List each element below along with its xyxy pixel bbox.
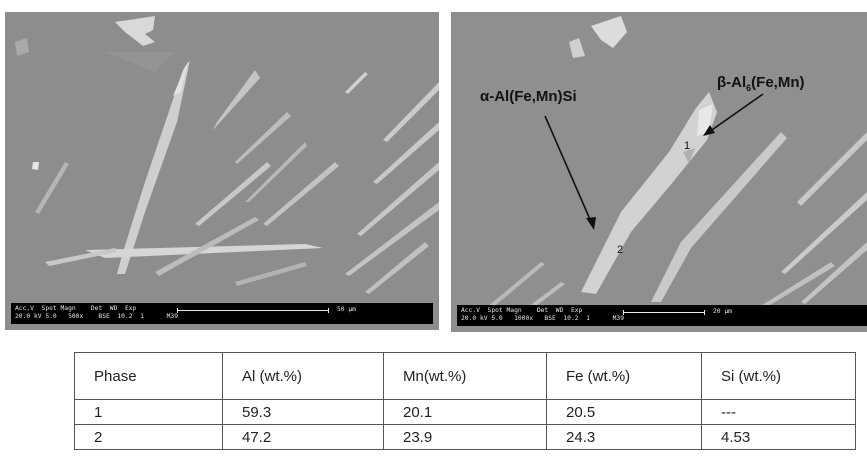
- beta-label-prefix: β-Al: [717, 74, 747, 91]
- micrograph-1000x: α-Al(Fe,Mn)Si β-Al6(Fe,Mn) 1 2 Acc.V Spo…: [451, 12, 867, 332]
- cell-si: 4.53: [701, 424, 856, 450]
- composition-table: Phase Al (wt.%) Mn(wt.%) Fe (wt.%) Si (w…: [74, 352, 856, 450]
- cell-phase: 1: [74, 399, 223, 425]
- micrograph-500x-texture: [5, 12, 439, 330]
- cell-si: ---: [701, 399, 856, 425]
- cell-phase: 2: [74, 424, 223, 450]
- cell-mn: 20.1: [383, 399, 547, 425]
- beta-label-subscript: 6: [746, 83, 752, 93]
- alpha-phase-label: α-Al(Fe,Mn)Si: [480, 88, 577, 105]
- beta-phase-label: β-Al6(Fe,Mn): [717, 74, 805, 93]
- point-2-marker: 2: [617, 244, 624, 256]
- header-si: Si (wt.%): [701, 352, 856, 400]
- scale-length-label: 20 µm: [713, 308, 732, 315]
- cell-al: 59.3: [222, 399, 384, 425]
- cell-mn: 23.9: [383, 424, 547, 450]
- scalebar-500x: Acc.V Spot Magn Det WD Exp 20.0 kV 5.0 5…: [11, 303, 433, 324]
- scale-bar-line: [623, 309, 705, 315]
- scalebar-values: 20.0 kV 5.0 1000x BSE 10.2 1 M39: [461, 315, 625, 322]
- scalebar-header: Acc.V Spot Magn Det WD Exp: [15, 305, 137, 312]
- scalebar-header: Acc.V Spot Magn Det WD Exp: [461, 307, 583, 314]
- header-fe: Fe (wt.%): [546, 352, 702, 400]
- cell-al: 47.2: [222, 424, 384, 450]
- scale-length-label: 50 µm: [337, 306, 356, 313]
- micrograph-1000x-texture: [451, 12, 867, 332]
- table-row: 1 59.3 20.1 20.5 ---: [74, 399, 856, 425]
- beta-label-suffix: (Fe,Mn): [751, 74, 805, 91]
- cell-fe: 24.3: [546, 424, 702, 450]
- table-header-row: Phase Al (wt.%) Mn(wt.%) Fe (wt.%) Si (w…: [74, 352, 856, 400]
- scale-bar-line: [177, 307, 329, 313]
- table-row: 2 47.2 23.9 24.3 4.53: [74, 424, 856, 450]
- header-phase: Phase: [74, 352, 223, 400]
- micrograph-500x: Acc.V Spot Magn Det WD Exp 20.0 kV 5.0 5…: [5, 12, 439, 330]
- point-1-marker: 1: [684, 140, 691, 152]
- scalebar-values: 20.0 kV 5.0 500x BSE 10.2 1 M39: [15, 313, 179, 320]
- header-mn: Mn(wt.%): [383, 352, 547, 400]
- header-al: Al (wt.%): [222, 352, 384, 400]
- scalebar-1000x: Acc.V Spot Magn Det WD Exp 20.0 kV 5.0 1…: [457, 305, 867, 326]
- cell-fe: 20.5: [546, 399, 702, 425]
